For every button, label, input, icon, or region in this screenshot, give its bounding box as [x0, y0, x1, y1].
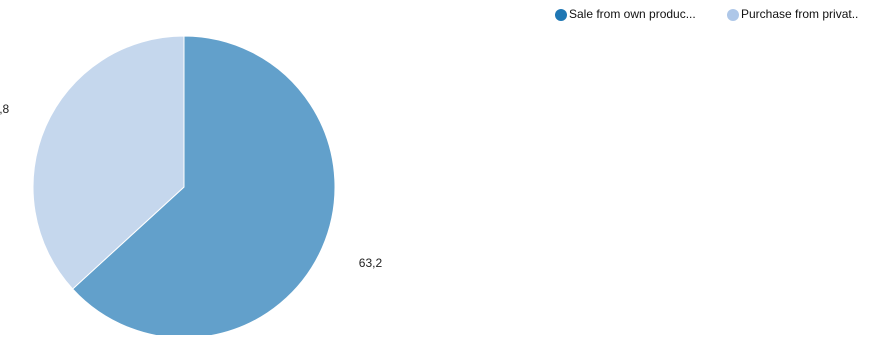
pie-slice-1[interactable]: [71, 35, 336, 339]
legend-marker-2: [727, 9, 739, 21]
pie-data-label-1: 63,2: [359, 256, 383, 270]
pie-slices: [32, 35, 336, 339]
legend-item-2[interactable]: Purchase from privat..: [727, 7, 858, 21]
legend-label-1: Sale from own produc...: [569, 7, 696, 21]
legend-marker-1: [555, 9, 567, 21]
legend-label-2: Purchase from privat..: [741, 7, 858, 21]
legend-item-1[interactable]: Sale from own produc...: [555, 7, 696, 21]
pie-data-labels: 63,2 36,8: [0, 102, 382, 270]
pie-data-label-2: 36,8: [0, 102, 10, 116]
chart-legend: Sale from own produc... Purchase from pri…: [555, 7, 858, 21]
pie-slice-2[interactable]: [32, 35, 185, 290]
